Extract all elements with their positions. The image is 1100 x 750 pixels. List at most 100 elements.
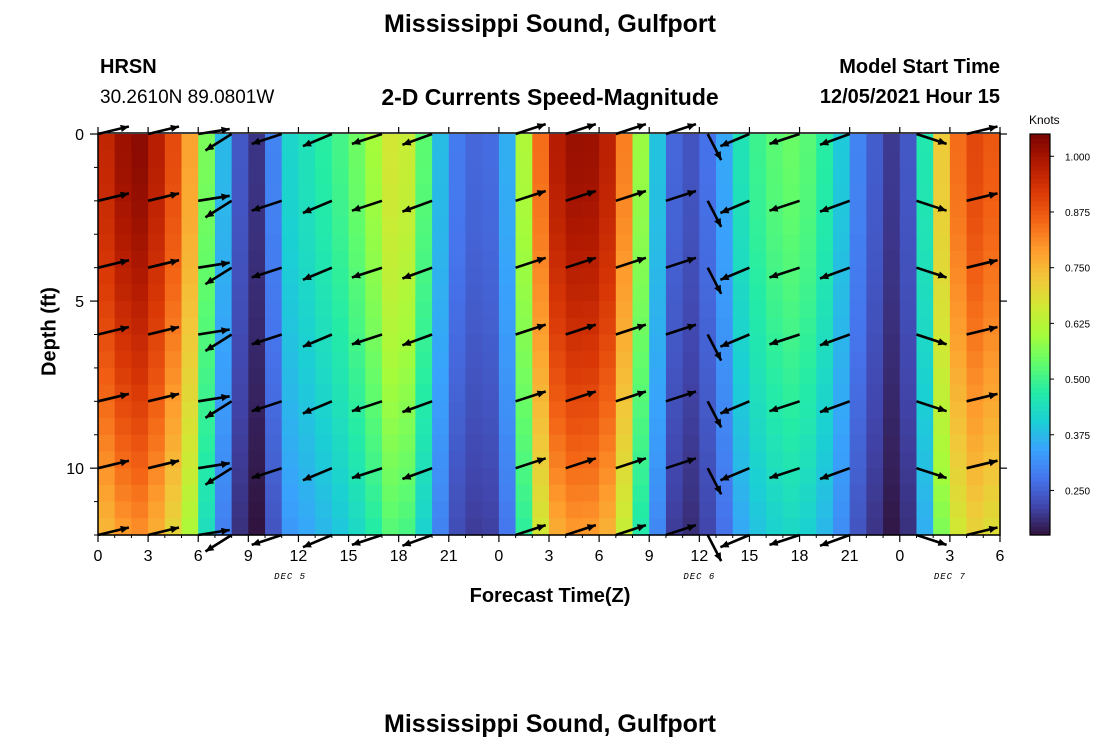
heatmap-cell bbox=[649, 234, 667, 252]
heatmap-cell bbox=[164, 351, 183, 369]
heatmap-cell bbox=[231, 484, 249, 503]
heatmap-cell bbox=[381, 167, 400, 185]
heatmap-cell bbox=[432, 301, 450, 319]
heatmap-cell bbox=[432, 518, 450, 536]
current-arrow bbox=[916, 199, 948, 212]
heatmap-cell bbox=[515, 234, 533, 252]
heatmap-cell bbox=[298, 484, 316, 503]
heatmap-cell bbox=[398, 484, 416, 503]
heatmap-cell bbox=[866, 284, 884, 302]
heatmap-cell bbox=[615, 501, 634, 519]
current-arrow bbox=[706, 267, 723, 295]
heatmap-cell bbox=[766, 284, 784, 302]
x-tick-label: 12 bbox=[290, 548, 308, 565]
heatmap-cell bbox=[465, 351, 483, 369]
heatmap-cell bbox=[448, 217, 467, 235]
current-arrow bbox=[665, 323, 697, 336]
heatmap-cell bbox=[832, 418, 851, 436]
heatmap-cell bbox=[615, 267, 634, 285]
current-arrow bbox=[706, 400, 723, 428]
heatmap-cell bbox=[883, 501, 901, 519]
current-arrow bbox=[769, 466, 801, 480]
heatmap-cell bbox=[866, 234, 884, 252]
current-arrow bbox=[147, 459, 180, 470]
heatmap-cell bbox=[482, 284, 500, 302]
current-arrow bbox=[197, 394, 230, 403]
heatmap-cell bbox=[248, 501, 266, 519]
heatmap-cell bbox=[632, 401, 650, 419]
heatmap-cell bbox=[799, 234, 817, 252]
current-arrow bbox=[916, 132, 948, 146]
heatmap-cell bbox=[632, 334, 650, 352]
heatmap-cell bbox=[883, 451, 901, 469]
heatmap-cell bbox=[498, 200, 517, 219]
heatmap-cell bbox=[549, 234, 567, 252]
heatmap-cell bbox=[181, 200, 199, 219]
date-label: DEC 6 bbox=[683, 572, 715, 582]
current-arrow bbox=[97, 325, 130, 336]
heatmap-cell bbox=[782, 250, 801, 269]
heatmap-cell bbox=[415, 184, 433, 202]
heatmap-cell bbox=[582, 434, 600, 453]
heatmap-cell bbox=[465, 518, 483, 536]
heatmap-cell bbox=[381, 267, 400, 285]
current-arrow bbox=[665, 523, 697, 537]
colorbar-tick-label: 0.875 bbox=[1065, 208, 1090, 219]
heatmap-cell bbox=[415, 250, 433, 269]
heatmap-cell bbox=[181, 418, 199, 436]
heatmap-cell bbox=[832, 284, 851, 302]
heatmap-cell bbox=[699, 134, 717, 152]
heatmap-cell bbox=[181, 167, 199, 185]
heatmap-cell bbox=[849, 167, 867, 185]
heatmap-cell bbox=[949, 234, 968, 252]
current-arrow bbox=[251, 466, 283, 480]
heatmap-cell bbox=[899, 351, 918, 369]
heatmap-cell bbox=[198, 418, 216, 436]
heatmap-cell bbox=[181, 367, 199, 386]
heatmap-cell bbox=[682, 267, 700, 285]
heatmap-cell bbox=[498, 317, 517, 336]
colorbar-segment bbox=[1030, 517, 1050, 523]
heatmap-cell bbox=[315, 284, 333, 302]
heatmap-cell bbox=[682, 434, 700, 453]
heatmap-cell bbox=[365, 301, 383, 319]
heatmap-cell bbox=[749, 284, 767, 302]
heatmap-cell bbox=[649, 200, 667, 219]
heatmap-cell bbox=[381, 250, 400, 269]
heatmap-cell bbox=[448, 301, 467, 319]
heatmap-cell bbox=[866, 468, 884, 486]
heatmap-cell bbox=[281, 150, 300, 169]
heatmap-cell bbox=[281, 334, 300, 352]
heatmap-cell bbox=[716, 250, 734, 269]
heatmap-cell bbox=[214, 418, 233, 436]
heatmap-cell bbox=[983, 234, 1001, 252]
current-arrow bbox=[769, 333, 801, 346]
heatmap-cell bbox=[482, 401, 500, 419]
heatmap-cell bbox=[799, 418, 817, 436]
heatmap-cell bbox=[749, 134, 767, 152]
heatmap-cell bbox=[432, 150, 450, 169]
heatmap-cell bbox=[198, 234, 216, 252]
heatmap-cell bbox=[432, 367, 450, 386]
heatmap-cell bbox=[532, 167, 550, 185]
heatmap-cell bbox=[281, 184, 300, 202]
current-arrow bbox=[966, 325, 998, 336]
heatmap-cell bbox=[699, 267, 717, 285]
heatmap-cell bbox=[331, 501, 350, 519]
heatmap-cell bbox=[281, 384, 300, 402]
heatmap-cell bbox=[532, 234, 550, 252]
heatmap-cell bbox=[515, 351, 533, 369]
heatmap-cell bbox=[432, 134, 450, 152]
heatmap-cell bbox=[498, 150, 517, 169]
heatmap-cell bbox=[515, 501, 533, 519]
heatmap-cell bbox=[298, 184, 316, 202]
heatmap-cell bbox=[365, 367, 383, 386]
heatmap-cell bbox=[649, 217, 667, 235]
heatmap-cell bbox=[949, 200, 968, 219]
heatmap-cell bbox=[131, 150, 149, 169]
heatmap-cell bbox=[649, 401, 667, 419]
heatmap-cell bbox=[849, 234, 867, 252]
current-arrow bbox=[966, 191, 998, 203]
current-arrow bbox=[719, 333, 750, 348]
heatmap-cell bbox=[816, 150, 834, 169]
